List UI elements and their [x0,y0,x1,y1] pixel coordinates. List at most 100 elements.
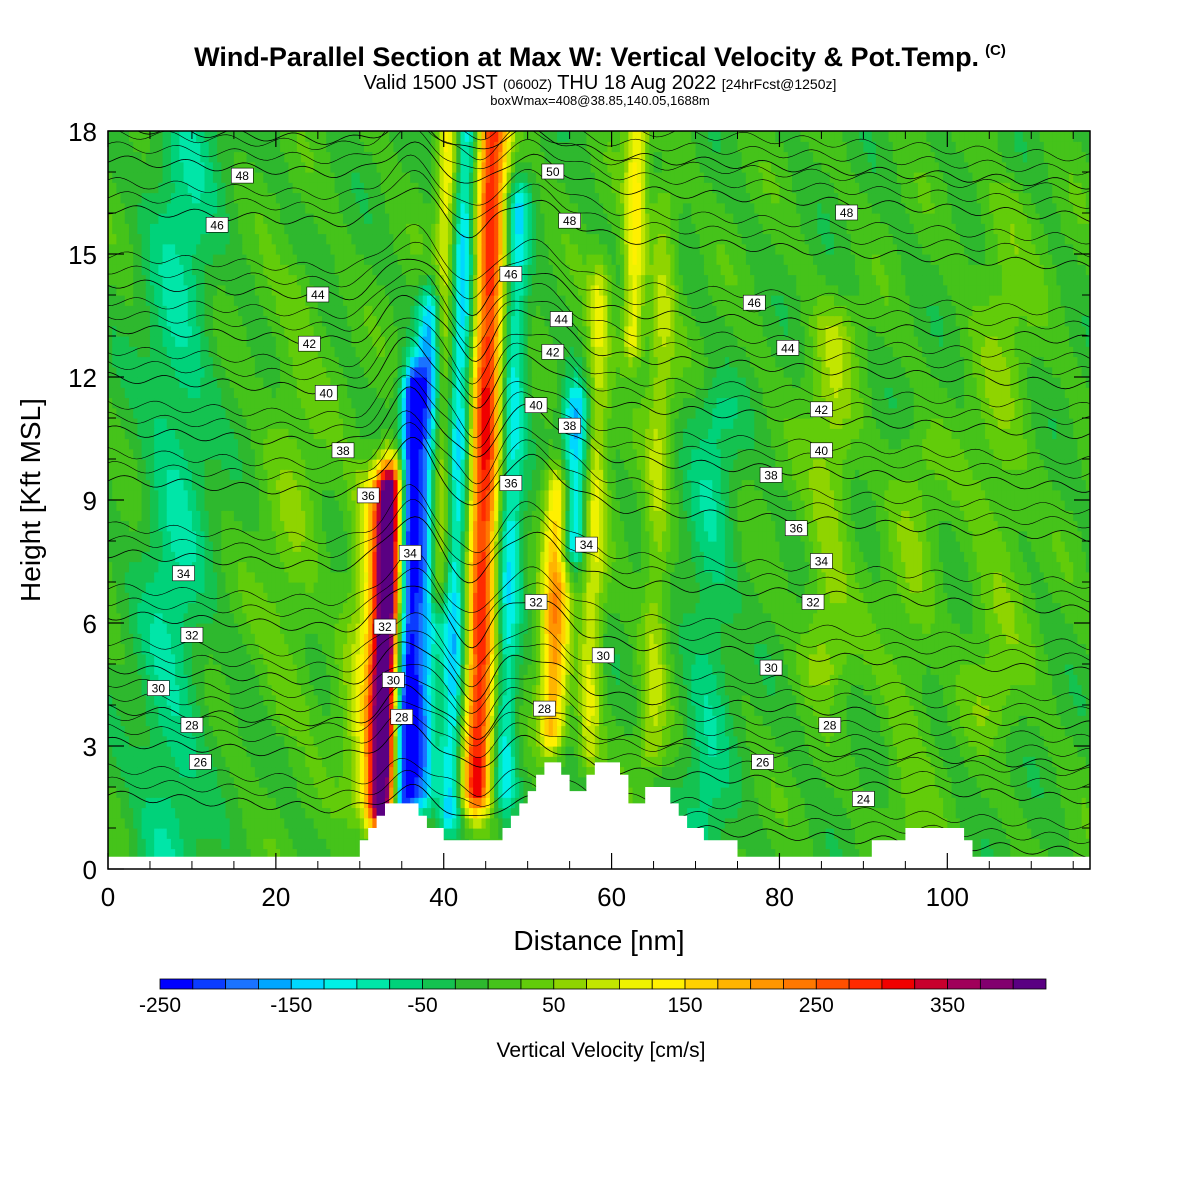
w-cell [796,848,802,860]
w-cell [217,838,222,850]
w-cell [842,776,848,788]
w-cell [250,653,256,665]
w-cell [544,694,550,706]
w-cell [1039,807,1045,819]
w-cell [993,664,999,675]
w-cell [964,674,969,686]
w-cell [477,653,483,665]
w-cell [275,776,281,788]
w-cell [896,664,902,675]
w-cell [771,807,776,819]
w-cell [112,664,117,675]
w-cell [649,705,655,716]
w-cell [133,746,138,757]
w-cell [108,787,113,798]
w-cell [628,766,634,778]
w-cell [452,715,457,727]
w-cell [498,797,504,809]
w-cell [292,848,298,860]
w-cell [678,684,684,696]
w-cell [124,807,130,819]
w-cell [615,756,621,768]
w-cell [322,715,327,727]
w-cell [926,735,932,747]
w-cell [531,694,537,706]
w-cell [943,787,948,798]
w-cell [875,766,881,778]
w-cell [926,817,932,829]
w-cell [733,725,739,737]
w-cell [154,807,159,819]
w-cell [712,715,718,727]
w-cell [913,817,919,829]
w-cell [783,797,789,809]
w-cell [632,797,638,809]
w-cell [1069,807,1074,819]
w-cell [640,766,646,778]
w-cell [250,787,256,798]
w-cell [980,756,986,768]
w-cell [892,787,898,798]
w-cell [565,664,571,675]
w-cell [162,838,168,850]
w-cell [968,756,974,768]
w-cell [464,817,470,829]
w-cell [141,797,147,809]
w-cell [695,684,701,696]
w-cell [1031,787,1037,798]
w-cell [1081,725,1087,737]
w-cell [955,797,961,809]
w-cell [590,664,596,675]
w-cell [1077,756,1083,768]
w-cell [296,674,302,686]
w-cell [938,776,944,788]
w-cell [338,776,344,788]
w-cell [460,807,466,819]
w-cell [670,684,676,696]
w-cell [536,746,541,757]
w-cell [489,807,495,819]
w-cell [959,797,965,809]
w-cell [502,694,508,706]
w-cell [149,725,155,737]
w-cell [670,766,676,778]
w-cell [720,715,726,727]
w-cell [1043,797,1049,809]
w-cell [166,725,172,737]
w-cell [922,817,927,829]
w-cell [288,776,294,788]
w-cell [1073,838,1079,850]
w-cell [917,705,923,716]
w-cell [771,684,776,696]
w-cell [905,776,911,788]
w-cell [657,674,663,686]
w-cell [624,705,629,716]
w-cell [607,674,613,686]
w-cell [829,664,835,675]
w-cell [343,766,348,778]
w-cell [557,715,562,727]
w-cell [242,766,248,778]
w-cell [137,776,143,788]
w-cell [1081,797,1087,809]
w-cell [745,715,751,727]
w-cell [204,674,210,686]
w-cell [884,694,890,706]
w-cell [267,746,273,757]
w-cell [242,694,248,706]
w-cell [1001,838,1007,850]
w-cell [233,848,239,860]
w-cell [607,694,613,706]
w-cell [170,664,176,675]
w-cell [1010,797,1016,809]
w-cell [905,766,911,778]
w-cell [221,828,227,839]
w-cell [947,653,953,665]
w-cell [1027,705,1032,716]
w-cell [389,766,394,778]
w-cell [800,848,806,860]
w-cell [682,746,688,757]
w-cell [1006,694,1011,706]
w-cell [804,735,810,747]
w-cell [477,766,483,778]
